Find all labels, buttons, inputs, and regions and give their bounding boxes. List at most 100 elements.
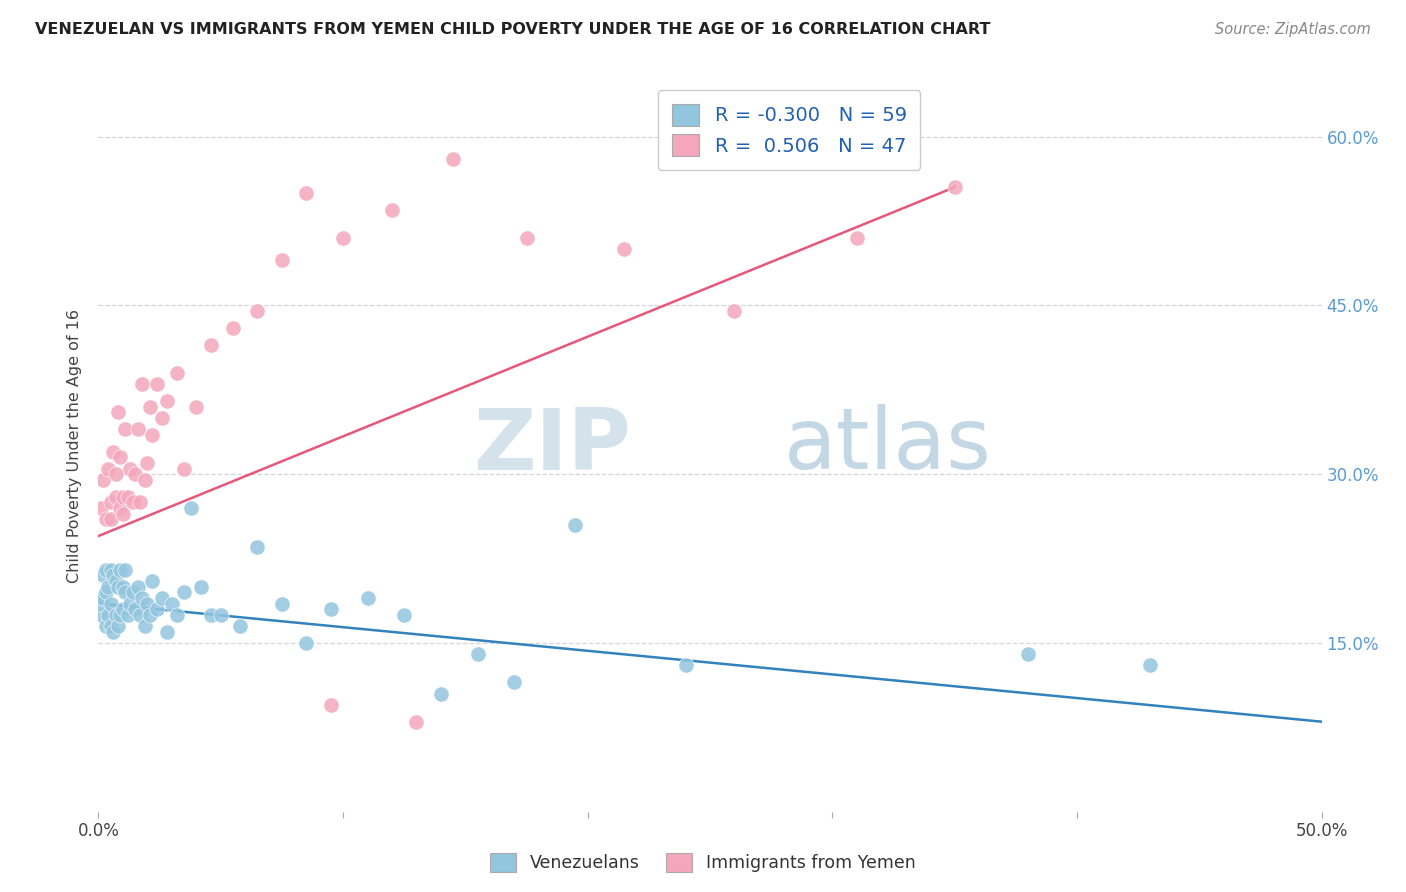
Point [180, 500, 202, 515]
Point [121, 585, 143, 599]
Point [392, 607, 416, 622]
Point [1139, 658, 1161, 673]
Point [97, 461, 120, 475]
Point [200, 607, 222, 622]
Point [91, 591, 114, 605]
Point [186, 400, 208, 414]
Point [845, 231, 868, 245]
Point [356, 591, 378, 605]
Point [134, 619, 156, 633]
Point [90, 500, 112, 515]
Point [120, 461, 142, 475]
Point [110, 607, 132, 622]
Point [134, 473, 156, 487]
Point [117, 490, 139, 504]
Point [564, 517, 586, 532]
Point [723, 304, 745, 318]
Point [94, 563, 117, 577]
Text: atlas: atlas [783, 404, 991, 488]
Point [94, 585, 117, 599]
Point [139, 607, 162, 622]
Point [94, 512, 117, 526]
Legend: R = -0.300   N = 59, R =  0.506   N = 47: R = -0.300 N = 59, R = 0.506 N = 47 [658, 90, 921, 169]
Point [160, 597, 183, 611]
Point [222, 321, 245, 335]
Point [150, 591, 173, 605]
Point [146, 602, 169, 616]
Point [129, 607, 152, 622]
Point [101, 568, 124, 582]
Point [104, 467, 127, 482]
Point [111, 507, 134, 521]
Point [467, 647, 489, 661]
Point [107, 405, 129, 419]
Point [111, 580, 134, 594]
Point [246, 541, 269, 555]
Point [209, 607, 232, 622]
Point [173, 461, 195, 475]
Point [114, 563, 136, 577]
Point [110, 450, 132, 465]
Point [114, 422, 136, 436]
Point [141, 427, 163, 442]
Point [104, 607, 127, 622]
Point [129, 495, 152, 509]
Point [100, 563, 122, 577]
Point [91, 568, 114, 582]
Point [131, 377, 153, 392]
Point [100, 619, 122, 633]
Point [173, 585, 195, 599]
Point [100, 495, 122, 509]
Point [90, 607, 112, 622]
Point [441, 152, 464, 166]
Point [91, 473, 114, 487]
Point [141, 574, 163, 588]
Point [104, 574, 127, 588]
Point [150, 410, 173, 425]
Point [270, 597, 294, 611]
Point [111, 490, 134, 504]
Point [270, 253, 294, 268]
Point [166, 607, 188, 622]
Point [156, 624, 179, 639]
Legend: Venezuelans, Immigrants from Yemen: Venezuelans, Immigrants from Yemen [484, 846, 922, 879]
Point [295, 636, 318, 650]
Point [97, 607, 120, 622]
Point [156, 394, 179, 409]
Point [136, 597, 159, 611]
Point [110, 563, 132, 577]
Point [295, 186, 318, 200]
Point [166, 366, 188, 380]
Point [110, 500, 132, 515]
Point [121, 495, 143, 509]
Y-axis label: Child Poverty Under the Age of 16: Child Poverty Under the Age of 16 [67, 309, 83, 583]
Point [1017, 647, 1039, 661]
Point [101, 624, 124, 639]
Point [319, 698, 342, 712]
Point [146, 377, 169, 392]
Point [124, 602, 146, 616]
Point [100, 597, 122, 611]
Point [124, 467, 146, 482]
Point [100, 512, 122, 526]
Point [190, 580, 212, 594]
Point [381, 202, 404, 217]
Point [104, 490, 127, 504]
Point [613, 242, 636, 256]
Point [319, 602, 342, 616]
Point [107, 580, 129, 594]
Point [127, 580, 149, 594]
Point [503, 675, 526, 690]
Text: VENEZUELAN VS IMMIGRANTS FROM YEMEN CHILD POVERTY UNDER THE AGE OF 16 CORRELATIO: VENEZUELAN VS IMMIGRANTS FROM YEMEN CHIL… [35, 22, 990, 37]
Point [94, 619, 117, 633]
Point [107, 619, 129, 633]
Point [101, 444, 124, 458]
Point [139, 400, 162, 414]
Point [200, 337, 222, 351]
Point [405, 714, 427, 729]
Point [90, 597, 112, 611]
Point [117, 607, 139, 622]
Point [131, 591, 153, 605]
Point [430, 687, 453, 701]
Point [515, 231, 537, 245]
